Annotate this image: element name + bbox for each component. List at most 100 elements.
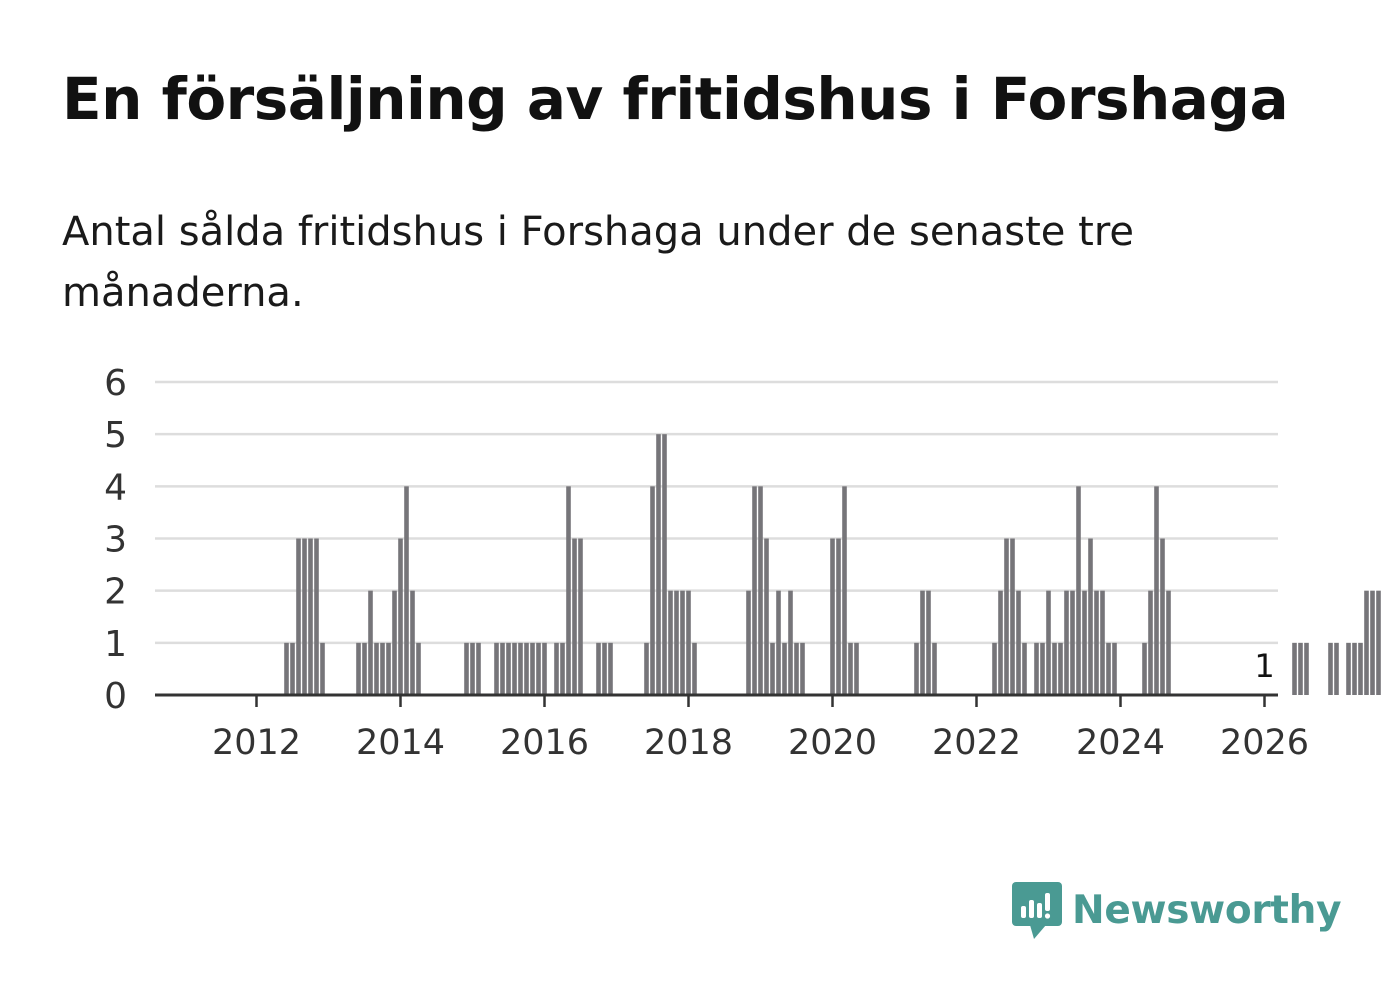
bar bbox=[416, 642, 421, 695]
bar bbox=[776, 590, 781, 695]
bar bbox=[1070, 590, 1075, 695]
bar bbox=[368, 590, 373, 695]
highlight-value-label: 1 bbox=[1254, 647, 1274, 685]
bar bbox=[770, 642, 775, 695]
bar bbox=[494, 642, 499, 695]
x-tick-label: 2020 bbox=[788, 723, 877, 763]
bar bbox=[536, 642, 541, 695]
bar bbox=[362, 642, 367, 695]
bar bbox=[644, 642, 649, 695]
bar bbox=[1052, 642, 1057, 695]
bar bbox=[1016, 590, 1021, 695]
bar bbox=[1076, 486, 1081, 695]
bar bbox=[836, 538, 841, 695]
bar bbox=[668, 590, 673, 695]
bar bbox=[1142, 642, 1147, 695]
y-tick-label: 4 bbox=[104, 467, 127, 508]
x-tick-label: 2018 bbox=[644, 723, 733, 763]
bar bbox=[800, 642, 805, 695]
bar bbox=[1154, 486, 1159, 695]
chart-subtitle: Antal sålda fritidshus i Forshaga under … bbox=[62, 209, 1134, 316]
bar bbox=[782, 642, 787, 695]
bar bbox=[1160, 538, 1165, 695]
x-axis-ticks: 2012 2014 2016 2018 2020 2022 2024 2026 bbox=[212, 695, 1309, 763]
bar bbox=[1370, 590, 1375, 695]
bar bbox=[470, 642, 475, 695]
bar bbox=[290, 642, 295, 695]
bar bbox=[1034, 642, 1039, 695]
bar bbox=[524, 642, 529, 695]
bar bbox=[752, 486, 757, 695]
bar bbox=[848, 642, 853, 695]
bar bbox=[998, 590, 1003, 695]
bar bbox=[410, 590, 415, 695]
brand-name: Newsworthy bbox=[1072, 887, 1342, 933]
bar bbox=[1328, 642, 1333, 695]
bar bbox=[914, 642, 919, 695]
bar bbox=[530, 642, 535, 695]
bar bbox=[602, 642, 607, 695]
bar bbox=[1166, 590, 1171, 695]
x-tick-label: 2014 bbox=[356, 723, 445, 763]
bar bbox=[356, 642, 361, 695]
bar bbox=[1040, 642, 1045, 695]
bar bbox=[1346, 642, 1351, 695]
bar bbox=[764, 538, 769, 695]
bar bbox=[506, 642, 511, 695]
bar bbox=[1106, 642, 1111, 695]
bar bbox=[1292, 642, 1297, 695]
newsworthy-logo-icon bbox=[1012, 882, 1062, 939]
x-tick-label: 2026 bbox=[1220, 723, 1309, 763]
bar bbox=[578, 538, 583, 695]
bar bbox=[572, 538, 577, 695]
bar bbox=[992, 642, 997, 695]
bar bbox=[560, 642, 565, 695]
y-tick-label: 1 bbox=[104, 624, 127, 665]
bar bbox=[1298, 642, 1303, 695]
bar bbox=[788, 590, 793, 695]
bar bbox=[830, 538, 835, 695]
bar bbox=[692, 642, 697, 695]
y-tick-label: 6 bbox=[104, 363, 127, 404]
bar bbox=[518, 642, 523, 695]
bar bbox=[380, 642, 385, 695]
bar bbox=[308, 538, 313, 695]
x-tick-label: 2022 bbox=[932, 723, 1021, 763]
bar bbox=[1304, 642, 1309, 695]
bar bbox=[1112, 642, 1117, 695]
bar bbox=[686, 590, 691, 695]
bar bbox=[1046, 590, 1051, 695]
bar bbox=[464, 642, 469, 695]
bar bbox=[1358, 642, 1363, 695]
bar bbox=[566, 486, 571, 695]
y-tick-label: 5 bbox=[104, 415, 127, 456]
x-tick-label: 2012 bbox=[212, 723, 301, 763]
bar bbox=[608, 642, 613, 695]
bar bbox=[842, 486, 847, 695]
y-tick-label: 3 bbox=[104, 520, 127, 561]
bar bbox=[1352, 642, 1357, 695]
bar bbox=[656, 434, 661, 695]
x-tick-label: 2016 bbox=[500, 723, 589, 763]
y-tick-label: 0 bbox=[104, 676, 127, 717]
bar bbox=[398, 538, 403, 695]
bar bbox=[284, 642, 289, 695]
bar bbox=[1082, 590, 1087, 695]
bar bbox=[302, 538, 307, 695]
bar bbox=[926, 590, 931, 695]
bar bbox=[1376, 590, 1381, 695]
bar bbox=[1010, 538, 1015, 695]
bar bbox=[500, 642, 505, 695]
bar bbox=[1064, 590, 1069, 695]
bar bbox=[554, 642, 559, 695]
bar bbox=[1100, 590, 1105, 695]
x-tick-label: 2024 bbox=[1076, 723, 1165, 763]
bar bbox=[386, 642, 391, 695]
bar bbox=[1334, 642, 1339, 695]
bar bbox=[1004, 538, 1009, 695]
bar bbox=[314, 538, 319, 695]
bar bbox=[680, 590, 685, 695]
bar bbox=[662, 434, 667, 695]
y-axis-ticks: 0 1 2 3 4 5 6 bbox=[104, 363, 127, 717]
bar bbox=[854, 642, 859, 695]
